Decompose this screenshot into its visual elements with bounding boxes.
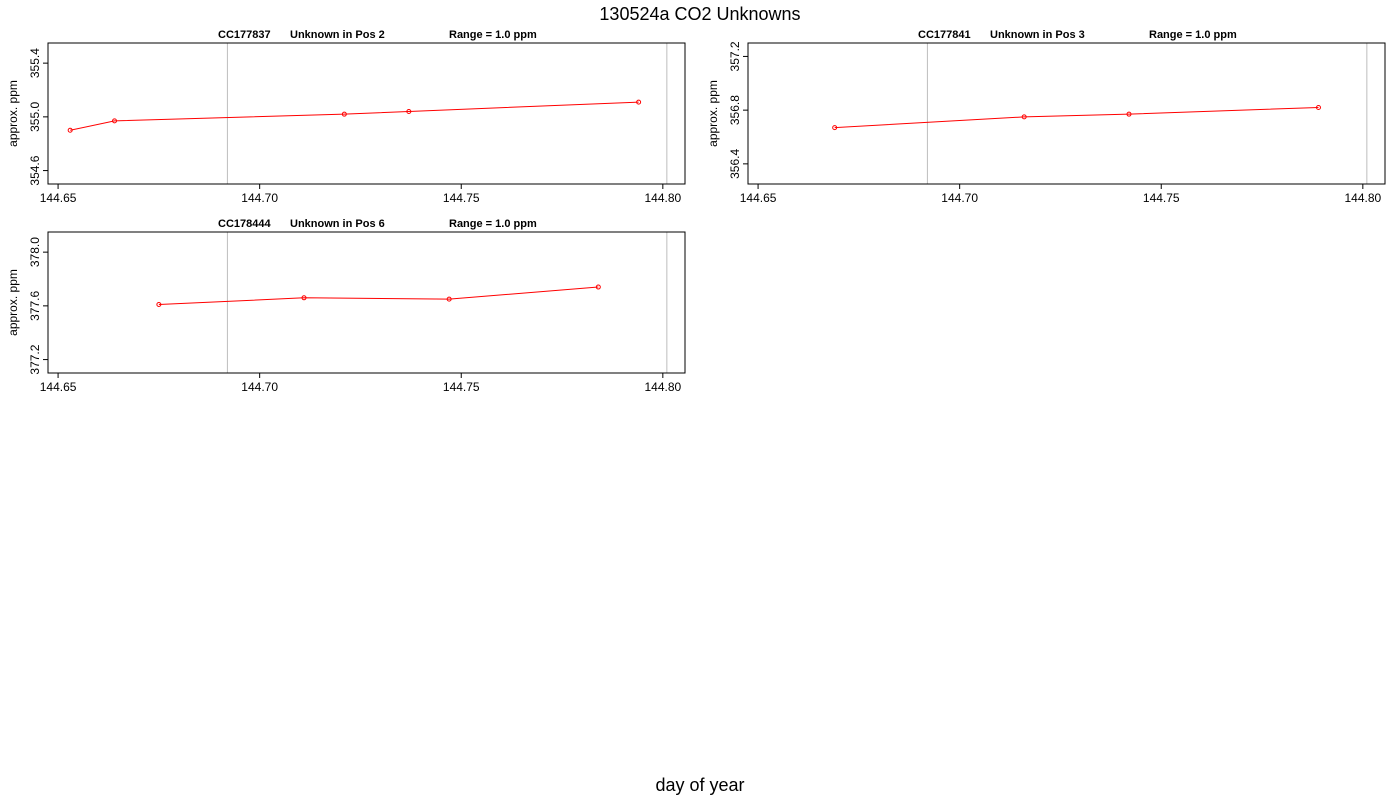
x-tick-label: 144.65 [740,191,777,205]
y-tick-label: 377.6 [28,291,42,321]
x-tick-label: 144.75 [1143,191,1180,205]
x-axis-label: day of year [655,775,745,795]
x-tick-label: 144.80 [1344,191,1381,205]
data-point [636,99,642,105]
panel-title-part: Unknown in Pos 3 [990,29,1085,41]
data-point [446,296,452,302]
y-tick-label: 378.0 [28,237,42,267]
x-tick-label: 144.65 [40,380,77,394]
panel-title-part: CC177841 [918,29,971,41]
data-point [1315,104,1321,110]
y-tick-label: 356.4 [728,149,742,179]
plot-frame [47,231,686,374]
plot-frame [747,42,1386,185]
panel-title-part: Unknown in Pos 6 [290,218,385,230]
data-point [595,284,601,290]
x-tick-label: 144.75 [443,191,480,205]
chart-panel-pos3: CC177841 Unknown in Pos 3 Range = 1.0 ppm 1… [706,29,1386,205]
panel-title-part: CC177837 [218,29,271,41]
panel-title-part: Range = 1.0 ppm [449,29,537,41]
data-point [301,295,307,301]
panel-title-part: Unknown in Pos 2 [290,29,385,41]
data-point [406,108,412,114]
series-line [70,101,639,131]
y-tick-label: 377.2 [28,344,42,374]
panel-title-part: Range = 1.0 ppm [1149,29,1237,41]
data-point [156,302,162,308]
y-axis-label: approx. ppm [6,80,20,147]
data-point [832,125,838,131]
x-tick-label: 144.80 [644,191,681,205]
series-line [158,286,599,306]
data-point [112,118,118,124]
panel-title-part: Range = 1.0 ppm [449,218,537,230]
x-tick-label: 144.80 [644,380,681,394]
x-tick-label: 144.70 [941,191,978,205]
y-tick-label: 355.4 [28,48,42,78]
y-tick-label: 355.0 [28,102,42,132]
panel-title-part: CC178444 [218,218,271,230]
data-point [1021,114,1027,120]
y-tick-label: 357.2 [728,41,742,71]
plot-frame [47,42,686,185]
data-point [67,127,73,133]
x-tick-label: 144.70 [241,191,278,205]
x-tick-label: 144.65 [40,191,77,205]
series-line [834,106,1319,129]
data-point [341,111,347,117]
x-tick-label: 144.70 [241,380,278,394]
y-tick-label: 354.6 [28,155,42,185]
chart-panel-pos6: CC178444 Unknown in Pos 6 Range = 1.0 ppm 1… [6,218,686,394]
y-axis-label: approx. ppm [706,80,720,147]
y-tick-label: 356.8 [728,95,742,125]
chart-panel-pos2: CC177837 Unknown in Pos 2 Range = 1.0 ppm 1… [6,29,686,205]
data-point [1126,111,1132,117]
x-tick-label: 144.75 [443,380,480,394]
figure-title: 130524a CO2 Unknowns [599,4,801,24]
y-axis-label: approx. ppm [6,269,20,336]
